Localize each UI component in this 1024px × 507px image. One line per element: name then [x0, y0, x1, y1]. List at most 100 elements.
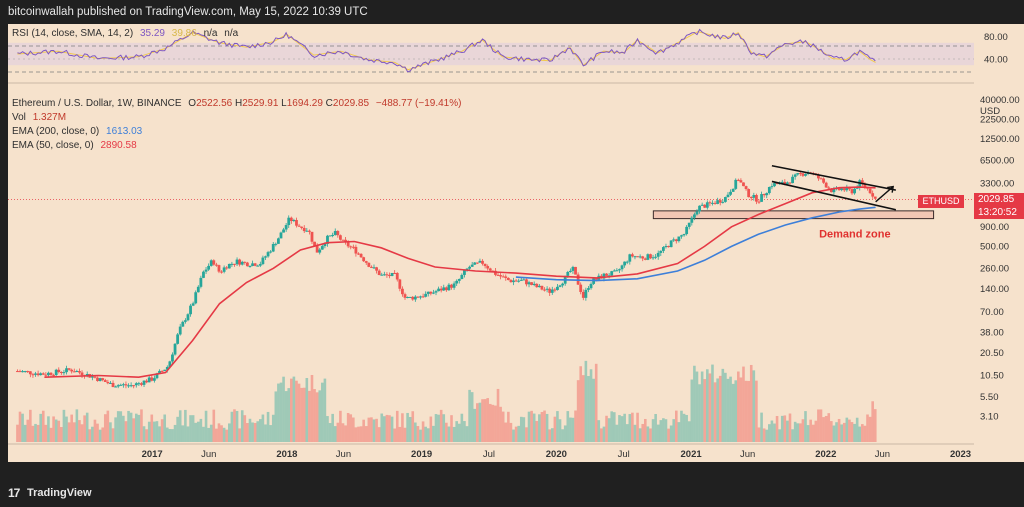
volume-bar	[819, 409, 823, 442]
candle-body	[853, 188, 856, 194]
candle-body	[289, 217, 293, 222]
volume-bar	[103, 414, 107, 442]
wedge-lower-line	[771, 180, 897, 211]
volume-bar	[638, 428, 642, 442]
candle-body	[124, 384, 128, 386]
candle-body	[227, 263, 231, 269]
volume-bar	[566, 411, 570, 442]
volume-bar	[62, 409, 66, 442]
candle-body	[419, 296, 422, 298]
candle-body	[31, 374, 35, 376]
candle-body	[93, 376, 97, 378]
volume-bar	[540, 411, 544, 442]
candle-body	[413, 296, 417, 300]
tradingview-brand[interactable]: TradingView	[27, 487, 92, 499]
volume-bar	[238, 428, 241, 442]
candle-body	[59, 372, 63, 374]
volume-bar	[783, 415, 787, 442]
candle-body	[747, 189, 751, 198]
symbol-name: Ethereum / U.S. Dollar, 1W, BINANCE	[12, 98, 182, 109]
volume-bar	[271, 414, 275, 442]
candle-body	[602, 273, 606, 279]
candle-body	[801, 173, 805, 176]
volume-bar	[52, 416, 55, 442]
volume-bar	[700, 371, 704, 442]
volume-bar	[21, 413, 24, 442]
candle-body	[798, 173, 802, 175]
volume-bar	[34, 423, 37, 442]
candle-body	[426, 291, 430, 294]
candle-body	[698, 205, 701, 212]
candle-body	[574, 266, 577, 275]
volume-bar	[310, 374, 314, 442]
candle-body	[651, 257, 655, 259]
candle-body	[67, 368, 71, 370]
volume-bar	[171, 429, 174, 442]
volume-bar	[297, 383, 301, 442]
volume-bar	[44, 424, 48, 442]
candle-body	[548, 288, 552, 293]
volume-bar	[336, 422, 340, 442]
volume-bar	[111, 428, 115, 442]
candle-body	[669, 240, 673, 248]
candle-body	[26, 371, 30, 373]
volume-bar	[832, 425, 836, 442]
volume-bar	[26, 419, 30, 442]
candle-body	[295, 219, 298, 226]
volume-bar	[581, 375, 585, 442]
candle-body	[654, 256, 658, 258]
volume-legend[interactable]: Vol 1.327M	[12, 112, 66, 123]
volume-bar	[814, 420, 818, 442]
volume-bar	[558, 419, 562, 442]
volume-bar	[646, 426, 650, 442]
volume-bar	[866, 414, 869, 442]
candle-body	[757, 201, 761, 203]
candle-body	[256, 265, 260, 267]
candle-body	[287, 217, 291, 226]
time-axis[interactable]: 2017 Jun 2018 Jun 2019 Jul 2020 Jul 2021 Jun 2022 J…	[142, 449, 972, 460]
volume-bar	[476, 403, 479, 442]
volume-bar	[488, 403, 492, 442]
time-axis-tick-label: 2018	[276, 449, 297, 460]
ema200-legend[interactable]: EMA (200, close, 0) 1613.03	[12, 126, 142, 137]
candle-body	[191, 303, 195, 306]
volume-bar	[189, 415, 192, 442]
rsi-legend[interactable]: RSI (14, close, SMA, 14, 2) 35.29 39.86 …	[12, 28, 238, 39]
candle-body	[483, 263, 487, 267]
price-axis-svg[interactable]: 80.00 40.00 3.10 5.50 10.50 20.50 38.00 70.00 1…	[974, 24, 1024, 462]
candle-body	[543, 289, 546, 291]
candle-body	[152, 378, 156, 381]
candle-body	[703, 204, 707, 208]
volume-bar	[228, 423, 231, 442]
volume-bar	[72, 422, 76, 442]
price-axis-tick-label: 38.00	[980, 328, 1004, 339]
volume-bar	[737, 371, 740, 442]
ema50-legend[interactable]: EMA (50, close, 0) 2890.58	[12, 140, 137, 151]
symbol-legend[interactable]: Ethereum / U.S. Dollar, 1W, BINANCE O252…	[12, 98, 461, 109]
candle-body	[527, 282, 531, 285]
ohlc-low-label: L	[281, 98, 287, 109]
candle-body	[398, 279, 402, 289]
volume-bar	[406, 412, 409, 442]
volume-bar	[424, 426, 427, 442]
volume-bar	[773, 423, 776, 442]
tradingview-logo-icon[interactable]: 17	[8, 486, 20, 500]
price-axis[interactable]: 80.00 40.00 3.10 5.50 10.50 20.50 38.00 70.00 1…	[974, 24, 1024, 462]
volume-bar	[315, 392, 319, 442]
volume-bar	[672, 419, 676, 442]
candle-body	[672, 239, 676, 241]
time-axis-tick-label: Jun	[875, 449, 890, 460]
volume-bar	[628, 414, 632, 442]
volume-bar	[780, 415, 784, 442]
volume-bar	[532, 413, 536, 442]
volume-bar	[799, 423, 802, 442]
volume-bar	[246, 423, 249, 442]
volume-bar	[282, 376, 285, 442]
candle-body	[530, 282, 534, 286]
volume-bar	[742, 366, 745, 442]
chart-area[interactable]: Demand zone 2017 Jun 2018 Jun 2019 Jul 2020 Jul…	[8, 24, 974, 462]
candle-body	[214, 264, 218, 266]
chart-svg[interactable]: Demand zone 2017 Jun 2018 Jun 2019 Jul 2020 Jul…	[8, 24, 974, 462]
candle-body	[832, 188, 836, 193]
volume-bar	[703, 379, 707, 442]
